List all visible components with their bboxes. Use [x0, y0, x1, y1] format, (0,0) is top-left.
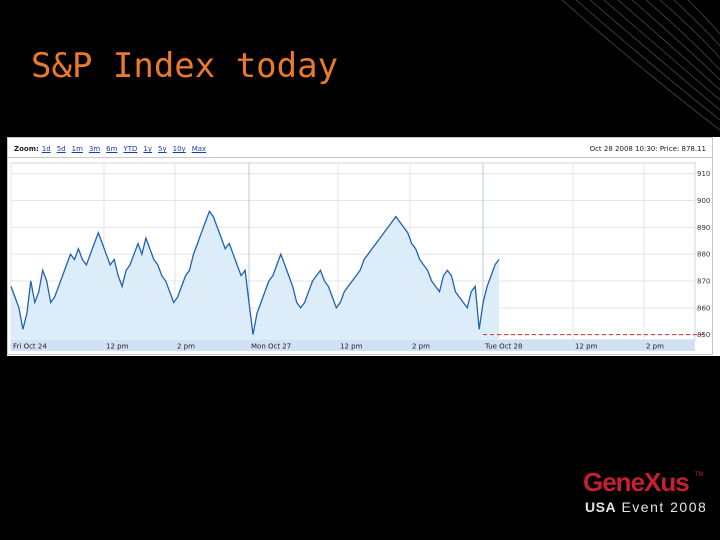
- x-tick-label: Fri Oct 24: [13, 343, 47, 351]
- price-line: [10, 209, 500, 335]
- y-tick-label: 850: [697, 331, 710, 339]
- price-area-layer: [11, 211, 499, 340]
- zoom-bar: Zoom: 1d 5d 1m 3m 6m YTD 1y 5y 10y Max: [7, 142, 212, 156]
- logo-event-country: USA: [585, 499, 617, 515]
- x-tick-label: 2 pm: [646, 343, 664, 351]
- logo-event-text: Event 2008: [616, 499, 708, 515]
- x-tick-label: Mon Oct 27: [251, 343, 291, 351]
- x-tick-label: Tue Oct 28: [484, 343, 522, 351]
- x-tick-label: 2 pm: [412, 343, 430, 351]
- genexus-logo: GeneXus TM USA Event 2008: [583, 467, 706, 519]
- logo-wordmark: GeneXus: [583, 467, 690, 497]
- zoom-option-6m[interactable]: 6m: [106, 145, 118, 153]
- price-readout: Oct 28 2008 10:30: Price: 878.11: [589, 145, 706, 153]
- zoom-option-1m[interactable]: 1m: [71, 145, 83, 153]
- logo-event-line: USA Event 2008: [585, 499, 707, 515]
- y-axis: 910 900 890 880 870 860 850: [697, 170, 710, 339]
- x-tick-label: 12 pm: [340, 343, 363, 351]
- y-tick-label: 900: [697, 197, 710, 205]
- zoom-option-10y[interactable]: 10y: [172, 145, 186, 153]
- price-area: [11, 211, 499, 340]
- y-tick-label: 870: [697, 278, 710, 286]
- zoom-option-ytd[interactable]: YTD: [123, 145, 138, 153]
- zoom-option-1y[interactable]: 1y: [143, 145, 153, 153]
- y-tick-label: 880: [697, 251, 710, 259]
- slide-title: S&P Index today: [31, 46, 339, 86]
- logo-trademark: TM: [695, 472, 704, 478]
- stock-chart-widget: Fri Oct 24 12 pm 2 pm Mon Oct 27 12 pm 2 pm Tu…: [7, 137, 720, 356]
- x-tick-label: 12 pm: [575, 343, 598, 351]
- zoom-option-5d[interactable]: 5d: [56, 145, 66, 153]
- price-line-layer: [10, 209, 707, 336]
- stock-chart: Fri Oct 24 12 pm 2 pm Mon Oct 27 12 pm 2 pm Tu…: [7, 137, 713, 355]
- zoom-option-max[interactable]: Max: [191, 145, 207, 153]
- zoom-option-1d[interactable]: 1d: [41, 145, 51, 153]
- x-tick-label: 2 pm: [177, 343, 195, 351]
- x-axis: Fri Oct 24 12 pm 2 pm Mon Oct 27 12 pm 2 pm Tu…: [11, 340, 695, 351]
- y-tick-label: 910: [697, 170, 710, 178]
- y-tick-label: 860: [697, 304, 710, 312]
- zoom-option-5y[interactable]: 5y: [158, 145, 167, 153]
- x-tick-label: 12 pm: [106, 343, 129, 351]
- zoom-option-3m[interactable]: 3m: [88, 145, 101, 153]
- x-axis-strip: [11, 340, 695, 351]
- zoom-label: Zoom:: [14, 145, 39, 153]
- y-tick-label: 890: [697, 224, 710, 232]
